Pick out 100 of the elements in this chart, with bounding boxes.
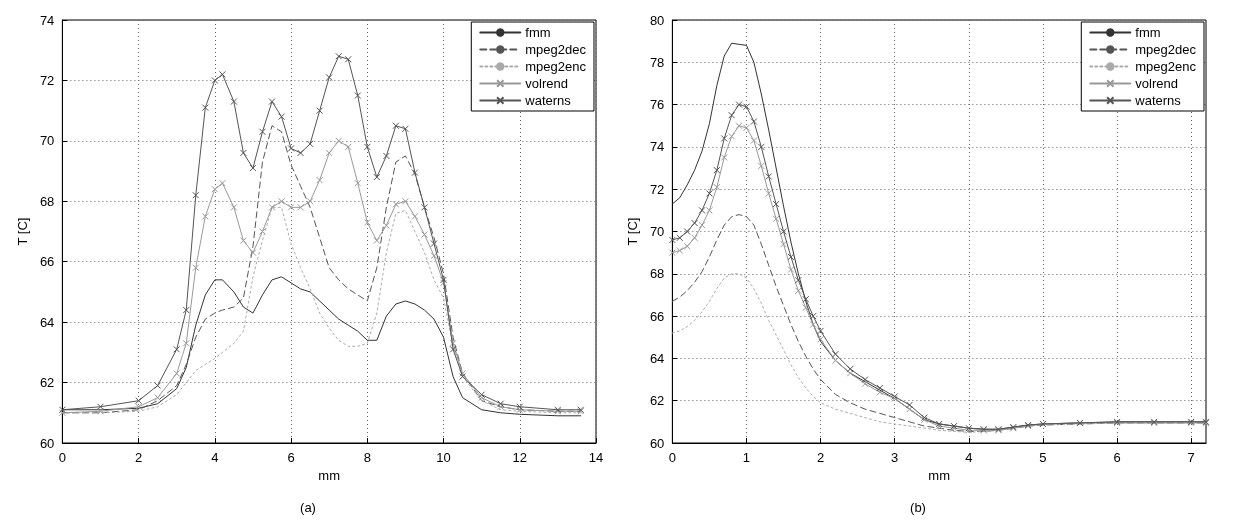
point [218,70,226,78]
point [278,113,286,121]
point [757,162,765,170]
legend-label: mpeg2enc [1135,59,1197,74]
x-axis-title: mm [318,467,341,483]
point [430,240,438,248]
point [817,327,825,335]
point [861,376,869,384]
point [201,212,209,220]
point [691,234,699,242]
y-tick-label: 66 [39,254,55,270]
point [750,118,758,126]
point [861,380,869,388]
legend-label: fmm [1135,25,1161,40]
x-tick-label: 1 [742,450,751,465]
point [817,335,825,343]
y-tick-label: 80 [649,12,665,28]
point [287,144,295,152]
point [676,234,684,242]
point [239,149,247,157]
y-tick-label: 76 [649,97,665,113]
x-tick-label: 6 [287,450,295,465]
point [705,206,713,214]
point [765,189,773,197]
y-tick-label: 72 [39,72,55,88]
point [230,98,238,106]
y-tick-label: 70 [39,133,55,149]
point [354,179,362,187]
point [846,365,854,373]
y-tick-label: 66 [649,308,665,324]
point [780,240,788,248]
point [831,357,839,365]
y-tick-label: 78 [649,54,665,70]
point [306,140,314,148]
point [668,249,676,257]
point [430,252,438,260]
point [316,107,324,115]
point [698,206,706,214]
point [392,122,400,130]
point [683,242,691,250]
x-tick-label: 0 [668,450,676,465]
point [373,173,381,181]
point [787,253,795,261]
point [363,218,371,226]
point [401,125,409,133]
point [705,189,713,197]
point [787,266,795,274]
point [297,203,305,211]
point [698,221,706,229]
point [173,370,181,378]
point [742,124,750,132]
point [876,388,884,396]
point [192,264,200,272]
point [335,52,343,60]
point [831,350,839,358]
text: (b) [910,500,926,515]
point [354,92,362,100]
point [287,203,295,211]
point [382,221,390,229]
point [239,237,247,245]
point [135,397,143,405]
y-tick-label: 60 [649,435,665,451]
point [278,197,286,205]
point [268,203,276,211]
point [683,228,691,235]
point [802,304,810,312]
point [742,103,750,111]
point [411,169,419,177]
point [96,407,104,415]
legend-label: mpeg2dec [525,42,587,57]
x-axis-title: mm [928,467,951,483]
point [668,236,676,244]
point [154,382,162,390]
legend-label: waterns [524,93,572,108]
x-tick-label: 2 [134,450,143,465]
y-tick-label: 72 [649,181,665,197]
y-tick-label: 70 [649,224,665,239]
x-tick-label: 8 [363,450,371,465]
point [449,345,457,353]
point [249,164,257,172]
y-tick-label: 68 [39,193,55,209]
legend-label: mpeg2enc [525,59,587,74]
x-tick-label: 14 [588,450,604,465]
point [201,104,209,112]
x-tick-label: 0 [58,450,66,465]
point [268,98,276,106]
point [750,137,758,145]
point [906,405,914,413]
point [728,111,736,119]
point [392,200,400,208]
point [306,197,314,205]
point [344,143,352,151]
point [344,55,352,63]
text: (a) [300,500,316,515]
x-tick-label: 12 [512,450,527,465]
point [735,122,743,130]
point [297,149,305,157]
point [325,73,333,81]
point [794,276,802,284]
point [772,200,780,208]
